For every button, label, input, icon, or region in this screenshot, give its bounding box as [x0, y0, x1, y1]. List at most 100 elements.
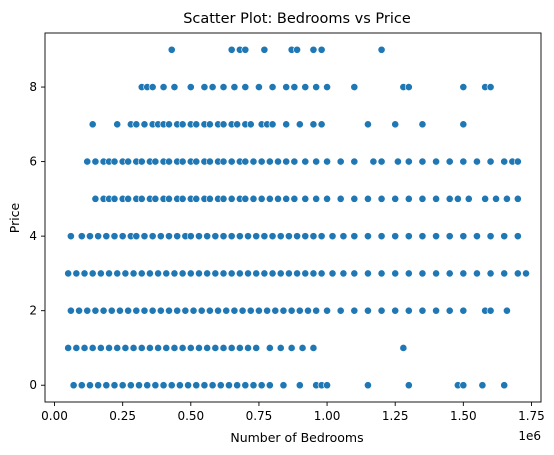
- scatter-point: [189, 306, 198, 315]
- scatter-point: [162, 344, 171, 352]
- scatter-point: [170, 344, 179, 352]
- plot-area: [64, 45, 530, 390]
- scatter-point: [317, 269, 326, 278]
- scatter-point: [432, 194, 440, 203]
- scatter-point: [486, 157, 495, 166]
- scatter-point: [143, 381, 152, 390]
- scatter-point: [195, 344, 203, 352]
- scatter-point: [255, 306, 263, 315]
- scatter-point: [72, 344, 81, 352]
- scatter-point: [137, 157, 146, 166]
- scatter-point: [118, 232, 127, 241]
- scatter-point: [186, 269, 195, 278]
- x-tick-label: 0.75: [246, 409, 273, 423]
- scatter-point: [241, 381, 250, 390]
- scatter-point: [432, 306, 440, 315]
- scatter-point: [222, 306, 231, 315]
- scatter-point: [445, 194, 454, 203]
- scatter-point: [377, 194, 386, 203]
- scatter-point: [328, 269, 337, 278]
- scatter-point: [214, 306, 222, 315]
- scatter-point: [249, 194, 258, 203]
- scatter-point: [175, 381, 184, 390]
- scatter-point: [99, 306, 108, 315]
- scatter-point: [86, 381, 94, 390]
- scatter-point: [350, 194, 359, 203]
- scatter-point: [208, 83, 217, 91]
- scatter-point: [219, 194, 228, 203]
- x-tick-label: 0.25: [109, 409, 136, 423]
- scatter-point: [274, 157, 282, 166]
- scatter-point: [77, 381, 86, 390]
- scatter-point: [265, 194, 274, 203]
- scatter-point: [124, 157, 133, 166]
- scatter-point: [312, 306, 321, 315]
- scatter-point: [132, 232, 141, 241]
- scatter-point: [486, 306, 495, 315]
- scatter-point: [276, 344, 285, 352]
- scatter-point: [66, 306, 75, 315]
- scatter-point: [200, 83, 209, 91]
- scatter-point: [159, 83, 168, 91]
- scatter-point: [102, 232, 111, 241]
- scatter-point: [80, 269, 89, 278]
- scatter-point: [244, 269, 252, 278]
- scatter-point: [186, 232, 195, 241]
- scatter-point: [121, 269, 130, 278]
- scatter-point: [105, 344, 113, 352]
- y-tick-label: 0: [29, 378, 37, 392]
- scatter-point: [513, 194, 522, 203]
- scatter-point: [154, 344, 162, 352]
- scatter-point: [225, 381, 233, 390]
- scatter-point: [246, 120, 255, 129]
- scatter-point: [309, 232, 318, 241]
- scatter-point: [230, 83, 239, 91]
- scatter-point: [285, 232, 293, 241]
- scatter-point: [252, 269, 261, 278]
- scatter-point: [391, 306, 400, 315]
- scatter-point: [293, 232, 301, 241]
- scatter-point: [268, 120, 277, 129]
- scatter-point: [486, 269, 495, 278]
- scatter-point: [197, 306, 206, 315]
- scatter-point: [178, 120, 187, 129]
- scatter-point: [418, 232, 427, 241]
- scatter-point: [265, 157, 274, 166]
- scatter-point: [151, 381, 160, 390]
- scatter-point: [110, 381, 119, 390]
- scatter-point: [336, 194, 345, 203]
- scatter-point: [216, 381, 225, 390]
- scatter-point: [445, 232, 454, 241]
- scatter-point: [75, 306, 83, 315]
- scatter-point: [364, 194, 372, 203]
- scatter-point: [211, 344, 220, 352]
- scatter-point: [203, 232, 212, 241]
- scatter-point: [66, 232, 75, 241]
- scatter-point: [211, 232, 220, 241]
- scatter-point: [301, 232, 310, 241]
- scatter-point: [503, 306, 511, 315]
- chart-title: Scatter Plot: Bedrooms vs Price: [183, 11, 411, 27]
- scatter-point: [137, 269, 146, 278]
- scatter-point: [513, 232, 522, 241]
- scatter-point: [227, 344, 236, 352]
- scatter-point: [72, 269, 81, 278]
- scatter-point: [173, 232, 182, 241]
- scatter-point: [301, 83, 310, 91]
- scatter-point: [203, 269, 212, 278]
- y-tick-label: 6: [29, 155, 37, 169]
- x-tick-label: 1.75: [518, 409, 545, 423]
- scatter-point: [132, 306, 141, 315]
- scatter-point: [192, 194, 201, 203]
- scatter-point: [282, 194, 291, 203]
- scatter-point: [309, 120, 318, 129]
- y-tick-label: 4: [29, 229, 37, 243]
- scatter-point: [312, 83, 321, 91]
- scatter-point: [500, 381, 509, 390]
- plot-frame: [44, 32, 542, 403]
- scatter-point: [323, 194, 331, 203]
- scatter-point: [301, 194, 310, 203]
- scatter-point: [192, 120, 201, 129]
- scatter-point: [227, 269, 236, 278]
- scatter-point: [113, 344, 122, 352]
